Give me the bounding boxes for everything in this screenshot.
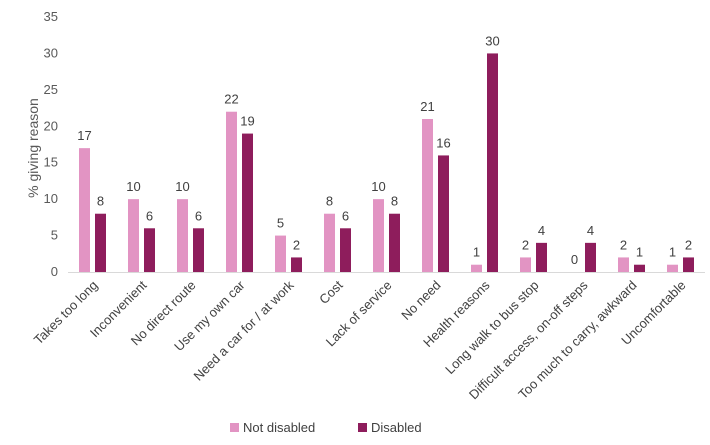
bar-not-disabled [275, 235, 286, 272]
bar-disabled [95, 213, 106, 272]
legend-label: Disabled [371, 420, 422, 435]
data-label: 4 [538, 223, 545, 238]
data-label: 5 [277, 216, 284, 231]
bar-disabled [536, 242, 547, 272]
x-category-label: Long walk to bus stop [442, 278, 542, 378]
bar-not-disabled [226, 111, 237, 272]
x-category-label: No need [398, 278, 443, 323]
data-label: 6 [146, 208, 153, 223]
bar-not-disabled [373, 199, 384, 272]
y-tick-label: 20 [44, 118, 58, 133]
data-label: 10 [126, 179, 140, 194]
bar-not-disabled [618, 257, 629, 272]
data-label: 2 [685, 237, 692, 252]
y-axis-title: % giving reason [25, 98, 41, 198]
y-tick-label: 35 [44, 9, 58, 24]
data-label: 19 [240, 114, 254, 129]
data-label: 1 [473, 245, 480, 260]
bar-disabled [683, 257, 694, 272]
x-category-label: Takes too long [31, 278, 101, 348]
y-tick-label: 0 [51, 264, 58, 279]
bar-not-disabled [667, 264, 678, 272]
data-label: 6 [342, 208, 349, 223]
data-label: 21 [420, 99, 434, 114]
data-label: 16 [436, 135, 450, 150]
bar-disabled [585, 242, 596, 272]
bar-disabled [340, 228, 351, 272]
legend-swatch-disabled [358, 423, 367, 432]
data-label: 1 [669, 245, 676, 260]
bar-not-disabled [177, 199, 188, 272]
legend: Not disabled Disabled [230, 420, 422, 435]
y-tick-label: 15 [44, 155, 58, 170]
data-label: 8 [391, 194, 398, 209]
bar-disabled [389, 213, 400, 272]
bar-disabled [438, 155, 449, 272]
bars-group [79, 53, 694, 272]
bar-disabled [144, 228, 155, 272]
bar-disabled [242, 133, 253, 272]
y-tick-label: 5 [51, 228, 58, 243]
bar-not-disabled [422, 119, 433, 272]
bar-not-disabled [471, 264, 482, 272]
data-label: 6 [195, 208, 202, 223]
x-category-label: Cost [316, 277, 346, 307]
data-label: 10 [175, 179, 189, 194]
bar-not-disabled [324, 213, 335, 272]
bar-not-disabled [128, 199, 139, 272]
x-category-label: Need a car for / at work [190, 277, 296, 383]
legend-label: Not disabled [243, 420, 315, 435]
legend-swatch-not-disabled [230, 423, 239, 432]
data-label: 8 [326, 194, 333, 209]
y-tick-label: 30 [44, 45, 58, 60]
data-label: 17 [77, 128, 91, 143]
data-label: 0 [571, 252, 578, 267]
data-label: 10 [371, 179, 385, 194]
data-label: 22 [224, 92, 238, 107]
bar-disabled [487, 53, 498, 272]
bar-not-disabled [79, 148, 90, 272]
data-label: 2 [620, 237, 627, 252]
data-label: 30 [485, 33, 499, 48]
data-label: 8 [97, 194, 104, 209]
bar-disabled [291, 257, 302, 272]
y-tick-label: 25 [44, 82, 58, 97]
bar-disabled [193, 228, 204, 272]
data-label: 1 [636, 245, 643, 260]
y-tick-label: 10 [44, 191, 58, 206]
data-label: 4 [587, 223, 594, 238]
bar-disabled [634, 264, 645, 272]
data-label: 2 [522, 237, 529, 252]
bar-not-disabled [520, 257, 531, 272]
data-label: 2 [293, 237, 300, 252]
